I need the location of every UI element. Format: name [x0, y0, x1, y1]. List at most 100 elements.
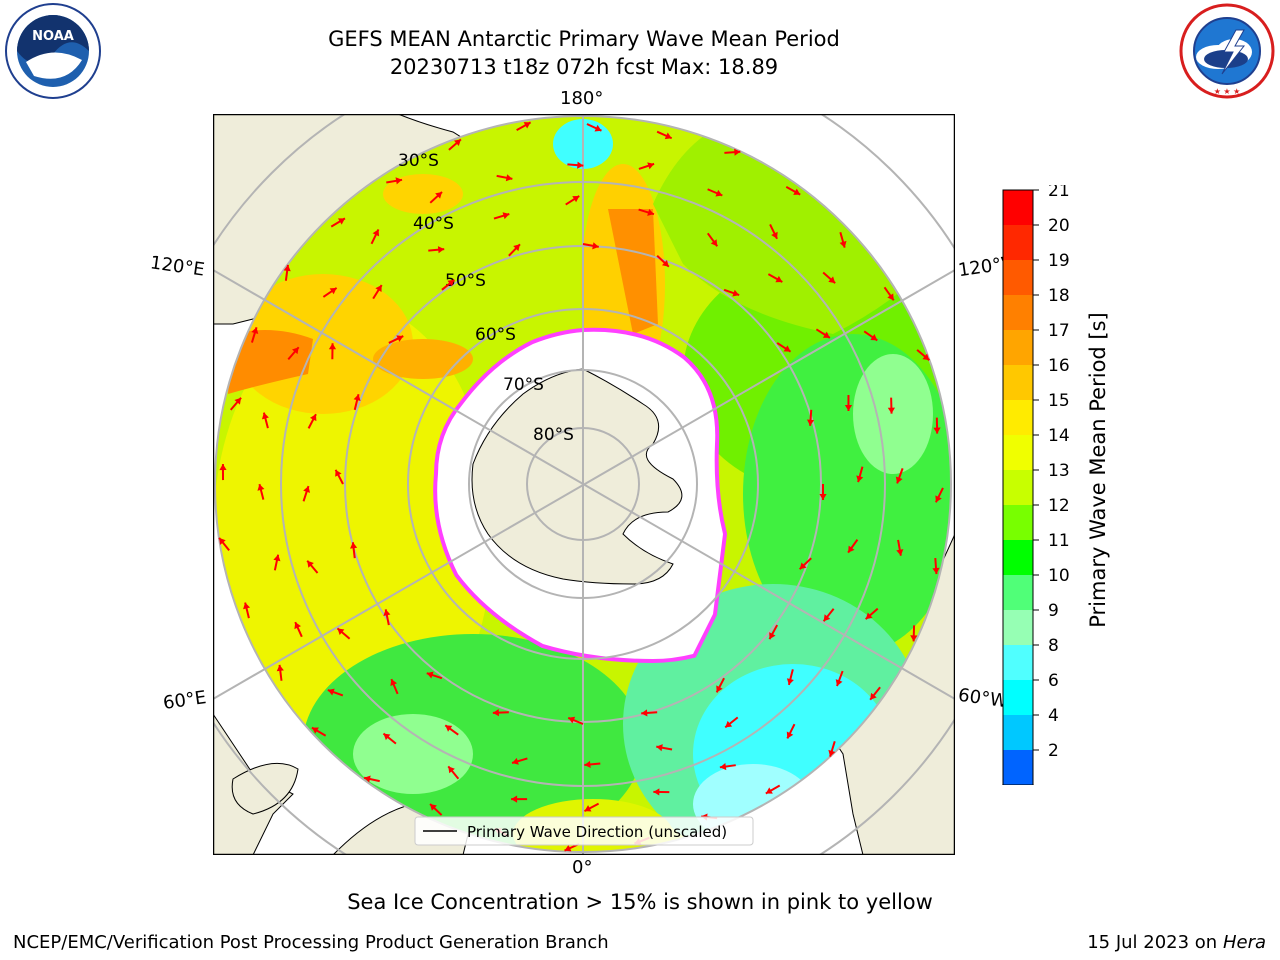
colorbar-tick-label: 4	[1048, 706, 1059, 726]
wave-arrow	[584, 760, 601, 769]
wave-arrow	[493, 212, 510, 220]
colorbar-tick-label: 8	[1048, 636, 1059, 656]
wave-arrow	[492, 709, 509, 717]
wave-arrow	[765, 784, 781, 795]
wave-arrow	[330, 217, 346, 228]
wave-arrow	[496, 174, 513, 182]
wave-arrow	[869, 686, 881, 701]
wave-arrow	[328, 343, 337, 360]
wave-arrow	[656, 255, 670, 268]
wave-arrow	[935, 487, 944, 503]
wave-arrow	[322, 287, 338, 298]
colorbar-tick-label: 11	[1048, 531, 1070, 551]
host-name: Hera	[1222, 932, 1266, 953]
wave-arrow	[798, 557, 812, 570]
colorbar-tick-label: 2	[1048, 741, 1059, 761]
wave-arrow	[933, 417, 941, 434]
wave-arrow	[218, 537, 230, 551]
svg-text:★ ★ ★: ★ ★ ★	[1214, 87, 1241, 96]
wave-arrow	[363, 775, 380, 783]
wave-arrow	[390, 678, 399, 695]
wave-arrow	[767, 273, 783, 283]
wave-arrow	[932, 558, 940, 575]
colorbar-tick-label: 14	[1048, 426, 1070, 446]
wave-arrow	[584, 802, 600, 813]
wave-arrow	[444, 724, 459, 736]
colorbar-band	[1003, 715, 1033, 750]
wave-arrow	[276, 664, 284, 681]
colorbar-band	[1003, 260, 1033, 295]
wave-arrow	[776, 342, 792, 353]
wave-arrow	[582, 242, 599, 250]
wave-arrow	[334, 469, 344, 485]
colorbar-band	[1003, 330, 1033, 365]
colorbar-band	[1003, 435, 1033, 470]
wave-arrow	[707, 188, 723, 197]
colorbar-band	[1003, 505, 1033, 540]
wave-arrow	[786, 723, 796, 739]
wave-arrow	[372, 284, 383, 300]
wave-arrow	[382, 732, 397, 745]
wave-arrow	[641, 709, 658, 717]
colorbar-band	[1003, 225, 1033, 260]
wave-arrow	[567, 161, 584, 169]
wave-arrow	[287, 346, 300, 361]
wave-arrow	[828, 741, 836, 757]
colorbar-tick-label: 13	[1048, 461, 1070, 481]
lat-label-40s: 40°S	[413, 214, 454, 234]
colorbar-tick-label: 16	[1048, 356, 1070, 376]
date-text: 15 Jul 2023 on	[1087, 932, 1223, 953]
noaa-logo-text: NOAA	[32, 29, 74, 44]
wave-arrow	[511, 757, 528, 765]
colorbar-tick-label: 9	[1048, 601, 1059, 621]
lon-label-60e: 60°E	[161, 687, 208, 714]
wave-arrow	[819, 484, 827, 500]
colorbar-band	[1003, 750, 1033, 785]
map-legend: Primary Wave Direction (unscaled)	[414, 816, 754, 846]
colorbar-band	[1003, 365, 1033, 400]
lon-label-120e: 120°E	[148, 252, 206, 281]
wave-arrow	[565, 195, 580, 206]
wave-arrow	[844, 394, 853, 411]
colorbar-tick-label: 6	[1048, 671, 1059, 691]
wave-arrow	[815, 328, 831, 339]
wave-arrow	[656, 130, 673, 140]
wave-arrow	[656, 744, 673, 752]
wave-arrow	[294, 621, 303, 638]
wave-arrow	[638, 162, 655, 170]
wave-arrow	[567, 716, 584, 725]
wave-arrow	[306, 560, 319, 574]
colorbar-band	[1003, 610, 1033, 645]
colorbar-band	[1003, 470, 1033, 505]
colorbar-tick-label: 15	[1048, 391, 1070, 411]
wave-arrow	[429, 803, 443, 816]
ice-caption: Sea Ice Concentration > 15% is shown in …	[347, 890, 933, 914]
wave-arrow	[511, 795, 528, 803]
noaa-logo: NOAA	[5, 3, 101, 99]
wave-arrow	[327, 688, 344, 697]
lon-label-0: 0°	[572, 857, 593, 878]
colorbar-band	[1003, 680, 1033, 715]
wave-arrow	[388, 335, 404, 344]
wave-arrow	[336, 627, 351, 640]
colorbar-band	[1003, 190, 1033, 225]
wave-arrow	[429, 191, 443, 204]
colorbar-band	[1003, 540, 1033, 575]
wave-arrow	[273, 554, 281, 571]
wave-arrow	[847, 539, 859, 554]
wave-arrow	[283, 264, 291, 281]
wave-arrow	[586, 123, 602, 132]
wave-arrow	[723, 288, 740, 297]
wave-arrow	[261, 412, 269, 429]
wave-arrow	[653, 788, 670, 796]
colorbar-band	[1003, 645, 1033, 680]
wave-direction-arrows	[218, 121, 944, 852]
wave-arrow	[768, 624, 779, 640]
nws-logo: ★ ★ ★	[1179, 3, 1275, 99]
wave-arrow	[229, 397, 242, 411]
wave-arrow	[447, 765, 460, 780]
legend-label: Primary Wave Direction (unscaled)	[467, 823, 727, 841]
wave-arrow	[887, 397, 895, 414]
wave-arrow	[350, 542, 358, 559]
map-frame	[213, 114, 955, 855]
